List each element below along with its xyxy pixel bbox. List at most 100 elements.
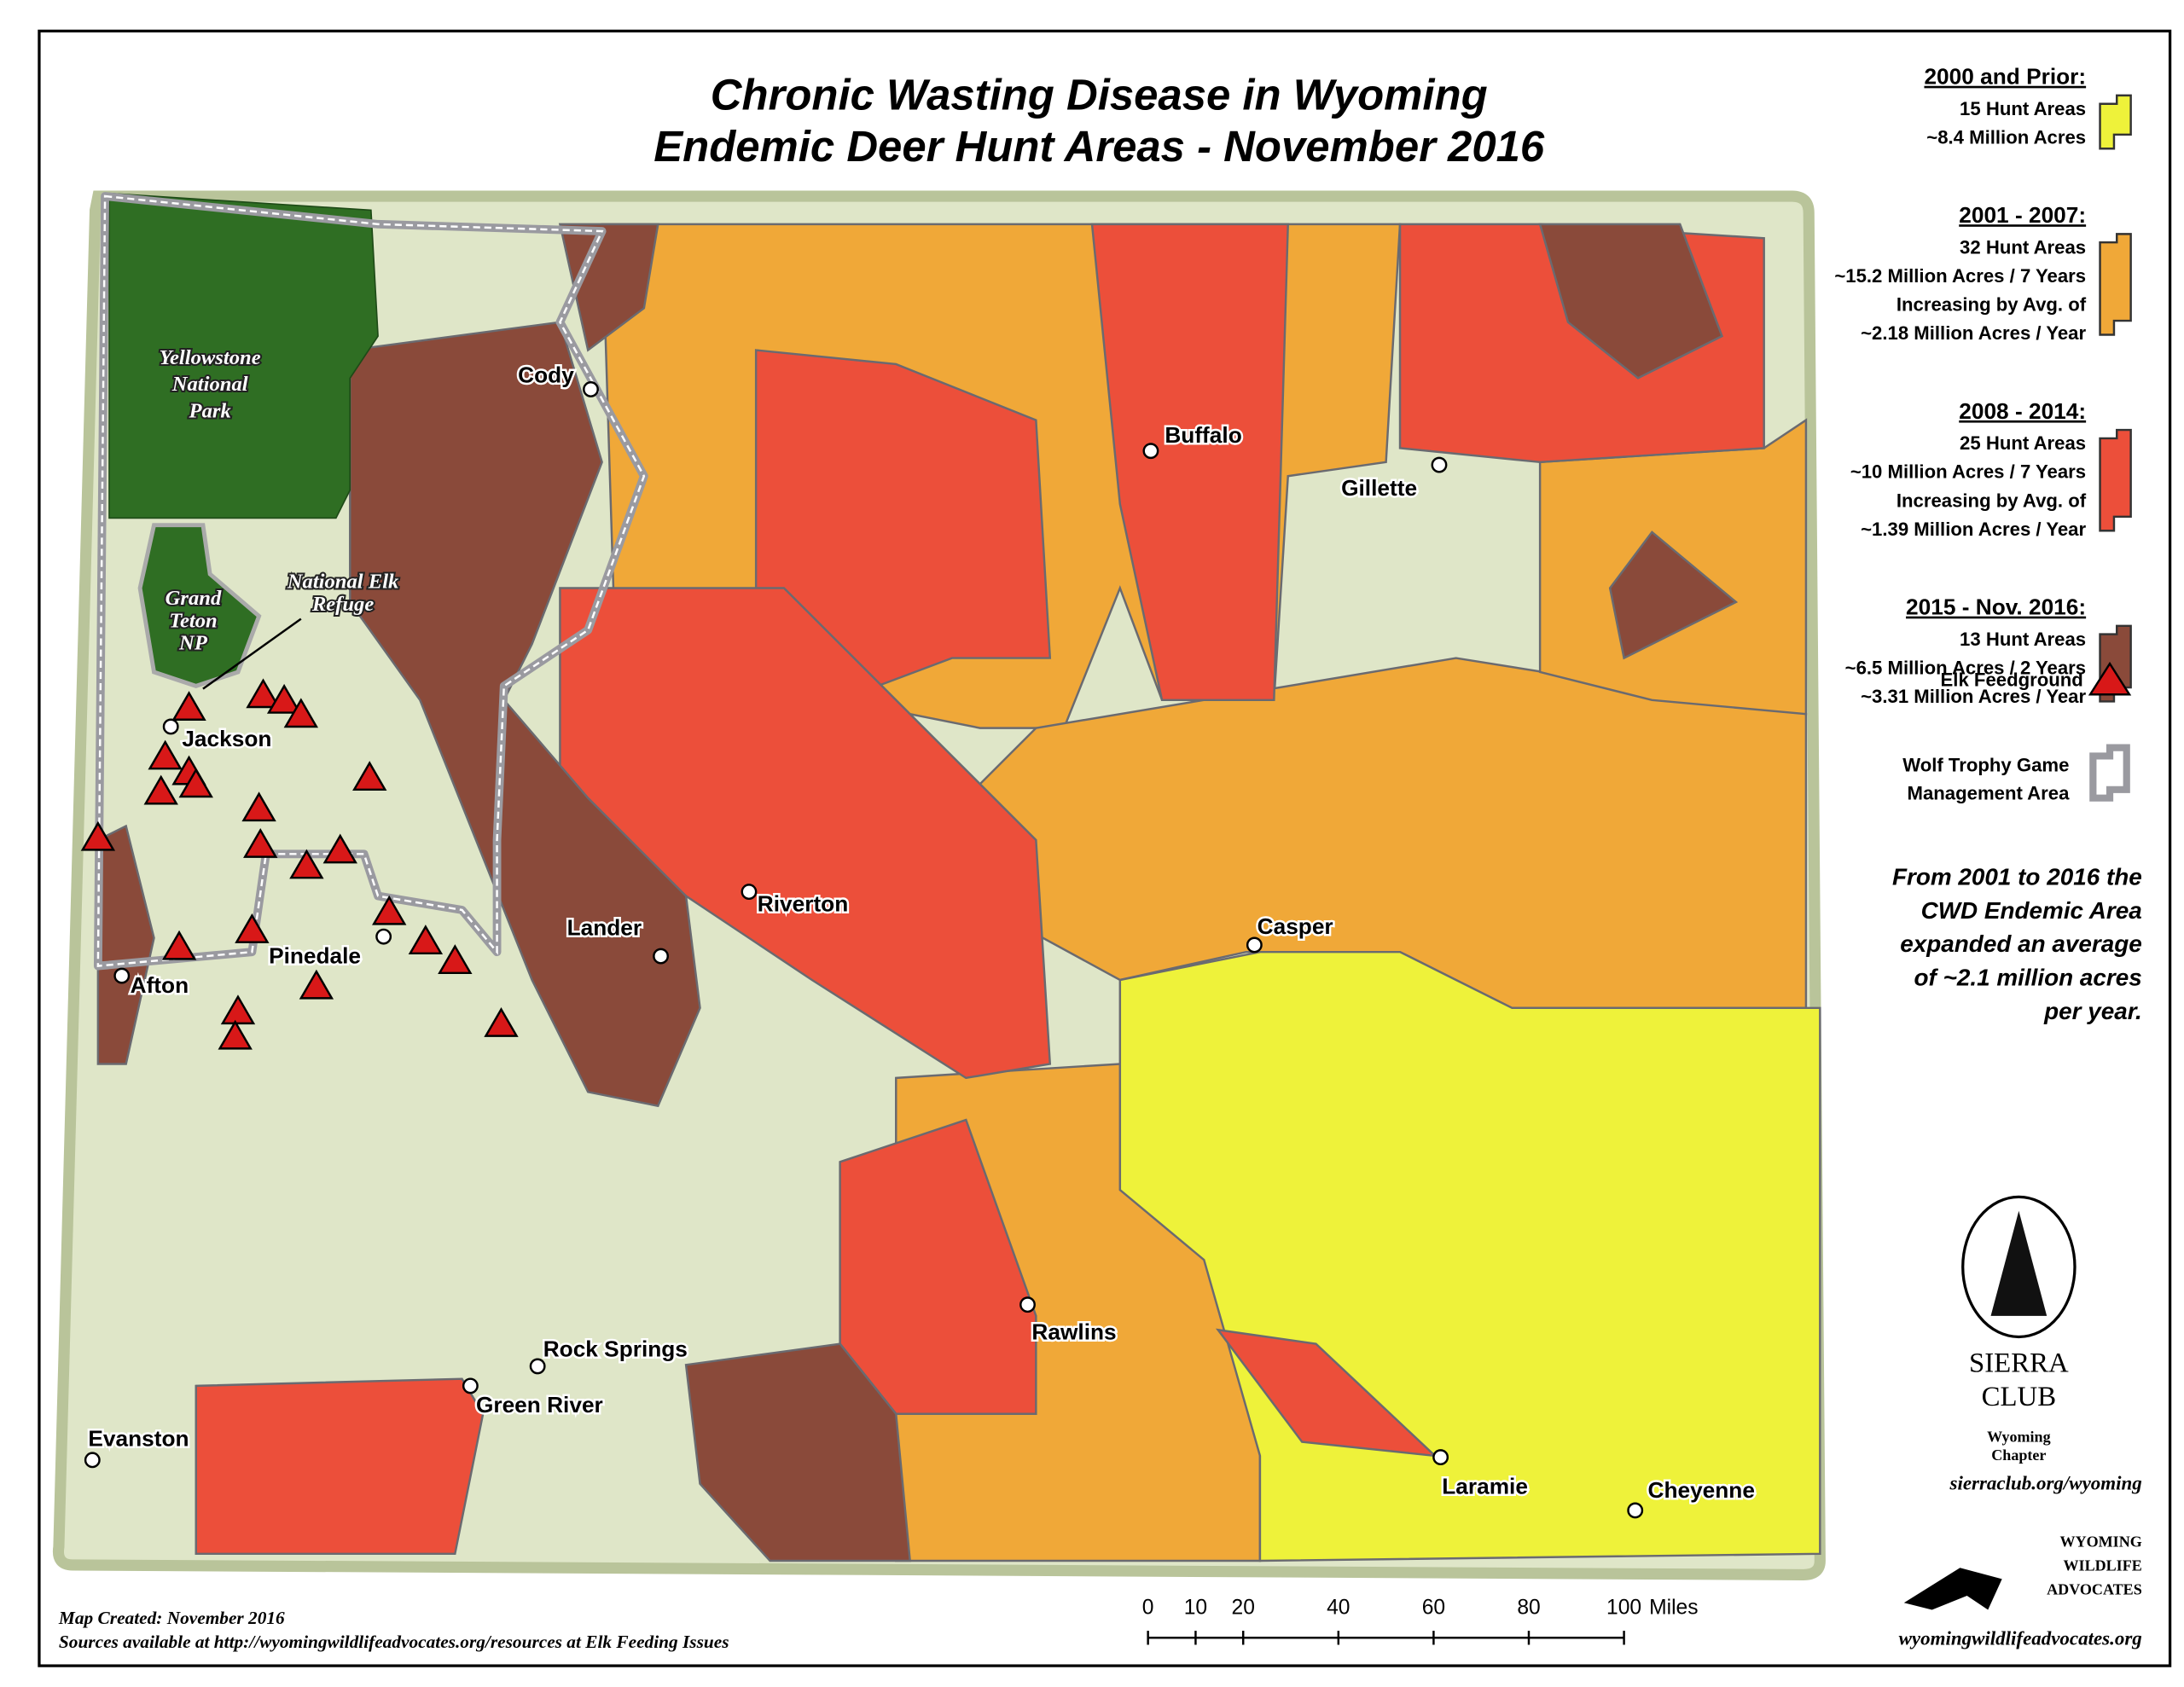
legend-heading: 2001 - 2007:	[1959, 202, 2086, 228]
city-marker	[1142, 443, 1159, 460]
legend-text: 25 Hunt Areas	[1960, 432, 2086, 454]
scale-label: 40	[1327, 1596, 1350, 1619]
note: of ~2.1 million acres	[1914, 965, 2142, 991]
elk-feedground	[283, 698, 319, 728]
elk-feedground	[80, 820, 116, 851]
scale-label: 0	[1142, 1596, 1154, 1619]
scale-label: 60	[1422, 1596, 1445, 1619]
scale-unit: Miles	[1649, 1596, 1698, 1619]
elk-feedground	[218, 1019, 253, 1050]
org-name: SIERRA	[1969, 1348, 2069, 1378]
elk-feedground	[352, 761, 387, 791]
scale-label: 100	[1606, 1596, 1641, 1619]
grand-teton	[137, 523, 262, 688]
city-label: Evanston	[88, 1425, 189, 1451]
yellowstone	[108, 192, 379, 519]
city-label: Jackson	[182, 726, 271, 751]
elk-feedground	[161, 930, 197, 960]
org-url: sierraclub.org/wyoming	[1949, 1472, 2142, 1493]
park-label: Refuge	[311, 593, 375, 616]
area-2015	[1538, 223, 1724, 380]
city-marker	[375, 928, 392, 945]
area-2008	[195, 1377, 485, 1556]
legend-swatch	[2099, 428, 2132, 532]
elk-feedground	[178, 768, 213, 798]
elk-feedground	[235, 913, 270, 943]
legend-text: Wolf Trophy Game	[1902, 754, 2069, 775]
hunt-areas	[96, 223, 1821, 1562]
legend-text: ~10 Million Acres / 7 Years	[1850, 461, 2086, 483]
elk-feedground	[299, 969, 334, 1000]
legend-text: Increasing by Avg. of	[1896, 490, 2087, 511]
legend-text: Management Area	[1908, 782, 2071, 803]
scale-label: 10	[1184, 1596, 1207, 1619]
legend-text: 15 Hunt Areas	[1960, 98, 2086, 119]
legend-heading: 2015 - Nov. 2016:	[1906, 594, 2086, 620]
city-marker	[1019, 1296, 1036, 1313]
note: CWD Endemic Area	[1921, 897, 2142, 924]
city-marker	[529, 1358, 546, 1375]
wolf-area-outline	[96, 194, 646, 967]
city-label: Laramie	[1442, 1473, 1528, 1499]
park-label: National Elk	[287, 571, 399, 594]
area-2015	[558, 223, 659, 352]
city-label: Rawlins	[1031, 1319, 1116, 1345]
legend-heading: 2000 and Prior:	[1924, 64, 2086, 90]
org-chapter: Chapter	[1991, 1446, 2046, 1464]
city-label: Cheyenne	[1647, 1477, 1754, 1503]
title: Chronic Wasting Disease in Wyoming	[711, 70, 1488, 119]
sierra-tree	[1990, 1210, 2048, 1316]
park-label: NP	[178, 632, 208, 655]
elk-feedground	[143, 774, 178, 805]
city-marker	[162, 718, 179, 735]
park-label: Park	[189, 399, 232, 422]
area-2015	[96, 824, 155, 1065]
city-label: Pinedale	[269, 942, 361, 968]
elk-feedground	[266, 683, 302, 714]
city-marker	[113, 967, 131, 984]
org-name: CLUB	[1982, 1382, 2057, 1412]
area-2015	[684, 1342, 912, 1562]
city-label: Riverton	[758, 891, 848, 917]
elk-feedground	[241, 791, 276, 822]
city-label: Rock Springs	[543, 1336, 688, 1361]
note: From 2001 to 2016 the	[1892, 863, 2142, 890]
elk-feedground	[289, 849, 324, 879]
legend-text: Increasing by Avg. of	[1896, 294, 2087, 316]
org-url: wyomingwildlifeadvocates.org	[1899, 1627, 2142, 1649]
org-name: ADVOCATES	[2047, 1580, 2142, 1597]
legend-text: 13 Hunt Areas	[1960, 629, 2086, 650]
elk-feedground	[220, 994, 256, 1025]
park-label: Teton	[169, 609, 218, 632]
elk-feedground	[246, 678, 281, 709]
city-marker	[741, 884, 758, 901]
city-label: Casper	[1258, 913, 1333, 939]
wwa-logo	[1903, 1568, 2002, 1610]
city-label: Afton	[131, 972, 189, 998]
area-2008	[1090, 223, 1290, 702]
leader	[202, 617, 302, 690]
elk-feedground	[408, 925, 444, 955]
city-label: Buffalo	[1165, 422, 1241, 448]
legend-text: ~8.4 Million Acres	[1926, 126, 2086, 148]
city-marker	[583, 381, 599, 397]
elk-feedground	[438, 944, 473, 975]
org-name: WYOMING	[2060, 1533, 2142, 1551]
note: per year.	[2043, 998, 2142, 1024]
city-label: Lander	[567, 914, 642, 940]
footer: Map Created: November 2016	[58, 1608, 285, 1628]
park-label: Yellowstone	[160, 346, 261, 369]
legend-text: ~15.2 Million Acres / 7 Years	[1834, 265, 2086, 287]
city-label: Green River	[476, 1392, 603, 1417]
legend-text: ~3.31 Million Acres / Year	[1861, 686, 2086, 707]
park-label: Grand	[166, 587, 222, 610]
park-label: National	[171, 373, 248, 396]
city-marker	[653, 948, 669, 965]
legend-wolf-swatch	[2089, 744, 2130, 802]
legend-heading: 2008 - 2014:	[1959, 398, 2086, 424]
city-label: Gillette	[1341, 475, 1417, 501]
city-marker	[1432, 1449, 1449, 1466]
legend-swatch	[2099, 94, 2132, 150]
elk-feedground	[484, 1007, 519, 1037]
